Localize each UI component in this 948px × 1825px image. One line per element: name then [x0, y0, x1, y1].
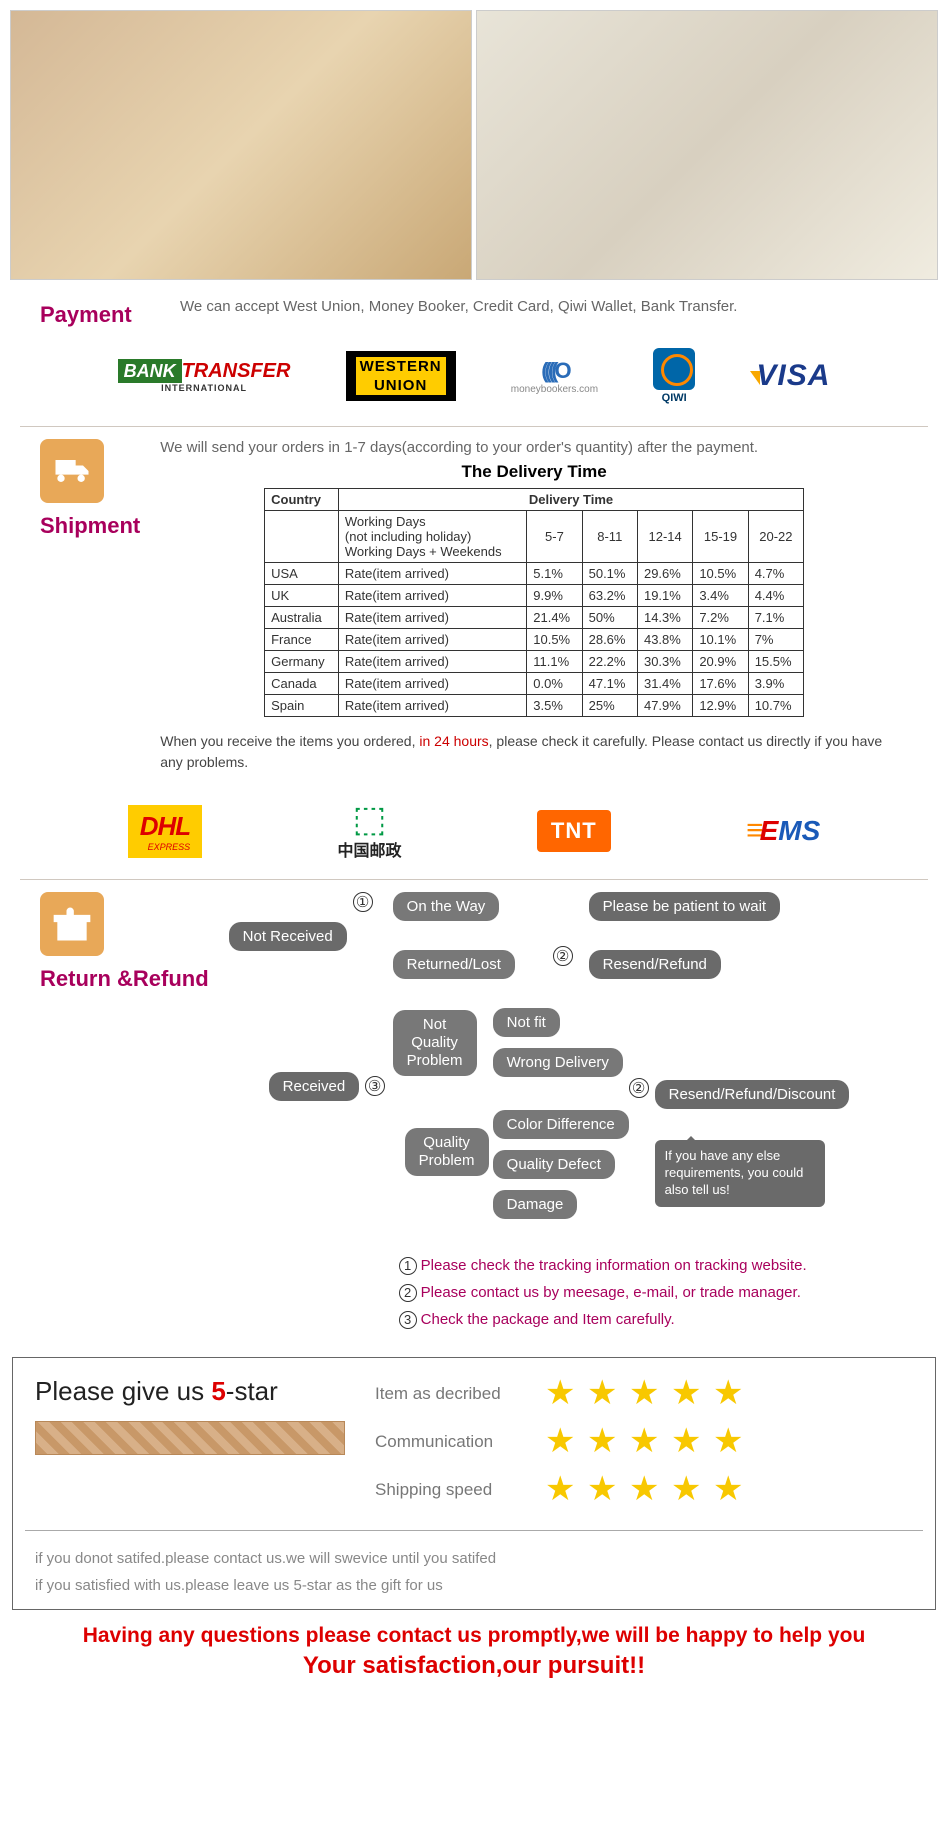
- star-icon: ★: [629, 1424, 665, 1460]
- rating-notes: if you donot satifed.please contact us.w…: [35, 1541, 913, 1599]
- flow-num-3: ③: [365, 1076, 385, 1096]
- shipment-title: Shipment: [40, 509, 140, 539]
- star-icon: ★: [671, 1472, 707, 1508]
- table-row: GermanyRate(item arrived)11.1%22.2%30.3%…: [265, 651, 804, 673]
- star-icon: ★: [629, 1376, 665, 1412]
- star-icon: ★: [629, 1472, 665, 1508]
- flow-patient: Please be patient to wait: [589, 892, 780, 921]
- star-icon: ★: [545, 1376, 581, 1412]
- rating-title: Please give us 5-star: [35, 1376, 345, 1407]
- star-icon: ★: [545, 1472, 581, 1508]
- china-post-logo: ⬚中国邮政: [338, 801, 402, 861]
- star-icon: ★: [587, 1472, 623, 1508]
- bank-transfer-logo: BANKTRANSFER INTERNATIONAL: [118, 360, 291, 393]
- payment-intro: We can accept West Union, Money Booker, …: [180, 298, 908, 315]
- star-icon: ★: [713, 1376, 749, 1412]
- dhl-logo: DHLEXPRESS: [128, 805, 202, 858]
- visa-logo: VISA: [750, 359, 830, 393]
- star-icon: ★: [587, 1376, 623, 1412]
- rating-rows: Item as decribed★★★★★ Communication★★★★★ S…: [375, 1376, 913, 1520]
- tnt-logo: TNT: [537, 810, 611, 852]
- footer: Having any questions please contact us p…: [0, 1610, 948, 1700]
- flow-not-quality: Not Quality Problem: [393, 1010, 477, 1076]
- flow-quality: Quality Problem: [405, 1128, 489, 1176]
- delivery-table: CountryDelivery Time Working Days(not in…: [264, 488, 804, 717]
- footer-line1: Having any questions please contact us p…: [10, 1624, 938, 1648]
- flow-not-received: Not Received: [229, 922, 347, 951]
- return-section: Return &Refund Not Received ① On the Way…: [0, 884, 948, 1349]
- qiwi-logo: QIWI: [653, 348, 695, 404]
- star-icon: ★: [671, 1424, 707, 1460]
- carrier-logos: DHLEXPRESS ⬚中国邮政 TNT EMS: [0, 791, 948, 875]
- rating-row: Shipping speed★★★★★: [375, 1472, 913, 1508]
- flow-bubble: If you have any else requirements, you c…: [655, 1140, 825, 1207]
- flow-wrong: Wrong Delivery: [493, 1048, 623, 1077]
- star-icon: ★: [545, 1424, 581, 1460]
- delivery-table-title: The Delivery Time: [160, 462, 908, 482]
- flow-returned: Returned/Lost: [393, 950, 515, 979]
- star-icon: ★: [587, 1424, 623, 1460]
- payment-logos: BANKTRANSFER INTERNATIONAL WESTERNUNION …: [0, 336, 948, 422]
- shipment-section: Shipment We will send your orders in 1-7…: [0, 431, 948, 791]
- flow-damage: Damage: [493, 1190, 578, 1219]
- shipment-note: When you receive the items you ordered, …: [160, 727, 908, 783]
- table-row: SpainRate(item arrived)3.5%25%47.9%12.9%…: [265, 695, 804, 717]
- decorative-strip: [35, 1421, 345, 1455]
- rating-row: Item as decribed★★★★★: [375, 1376, 913, 1412]
- flow-num-2a: ②: [553, 946, 573, 966]
- flow-color: Color Difference: [493, 1110, 629, 1139]
- payment-section: Payment We can accept West Union, Money …: [0, 290, 948, 336]
- table-row: USARate(item arrived)5.1%50.1%29.6%10.5%…: [265, 563, 804, 585]
- western-union-logo: WESTERNUNION: [346, 351, 456, 401]
- star-icon: ★: [713, 1424, 749, 1460]
- footer-line2: Your satisfaction,our pursuit!!: [10, 1652, 938, 1680]
- star-icon: ★: [713, 1472, 749, 1508]
- rating-row: Communication★★★★★: [375, 1424, 913, 1460]
- gift-icon: [40, 892, 104, 956]
- store-banner: [0, 0, 948, 290]
- store-photo-left: [10, 10, 472, 280]
- flow-on-the-way: On the Way: [393, 892, 500, 921]
- truck-icon: [40, 439, 104, 503]
- moneybookers-logo: ((((O moneybookers.com: [511, 358, 598, 395]
- return-flowchart: Not Received ① On the Way Please be pati…: [229, 892, 908, 1252]
- store-photo-right: [476, 10, 938, 280]
- flow-received: Received: [269, 1072, 360, 1101]
- flow-resend2: Resend/Refund/Discount: [655, 1080, 850, 1109]
- table-row: CanadaRate(item arrived)0.0%47.1%31.4%17…: [265, 673, 804, 695]
- payment-title: Payment: [40, 298, 160, 328]
- ems-logo: EMS: [746, 814, 820, 848]
- rating-box: Please give us 5-star Item as decribed★★…: [12, 1357, 936, 1610]
- table-row: FranceRate(item arrived)10.5%28.6%43.8%1…: [265, 629, 804, 651]
- flow-resend1: Resend/Refund: [589, 950, 721, 979]
- table-row: UKRate(item arrived)9.9%63.2%19.1%3.4%4.…: [265, 585, 804, 607]
- star-icon: ★: [671, 1376, 707, 1412]
- return-title: Return &Refund: [40, 962, 209, 992]
- flow-defect: Quality Defect: [493, 1150, 615, 1179]
- return-notes: 1Please check the tracking information o…: [229, 1252, 908, 1349]
- flow-num-1: ①: [353, 892, 373, 912]
- flow-num-2b: ②: [629, 1078, 649, 1098]
- table-row: AustraliaRate(item arrived)21.4%50%14.3%…: [265, 607, 804, 629]
- shipment-intro: We will send your orders in 1-7 days(acc…: [160, 439, 908, 456]
- flow-not-fit: Not fit: [493, 1008, 560, 1037]
